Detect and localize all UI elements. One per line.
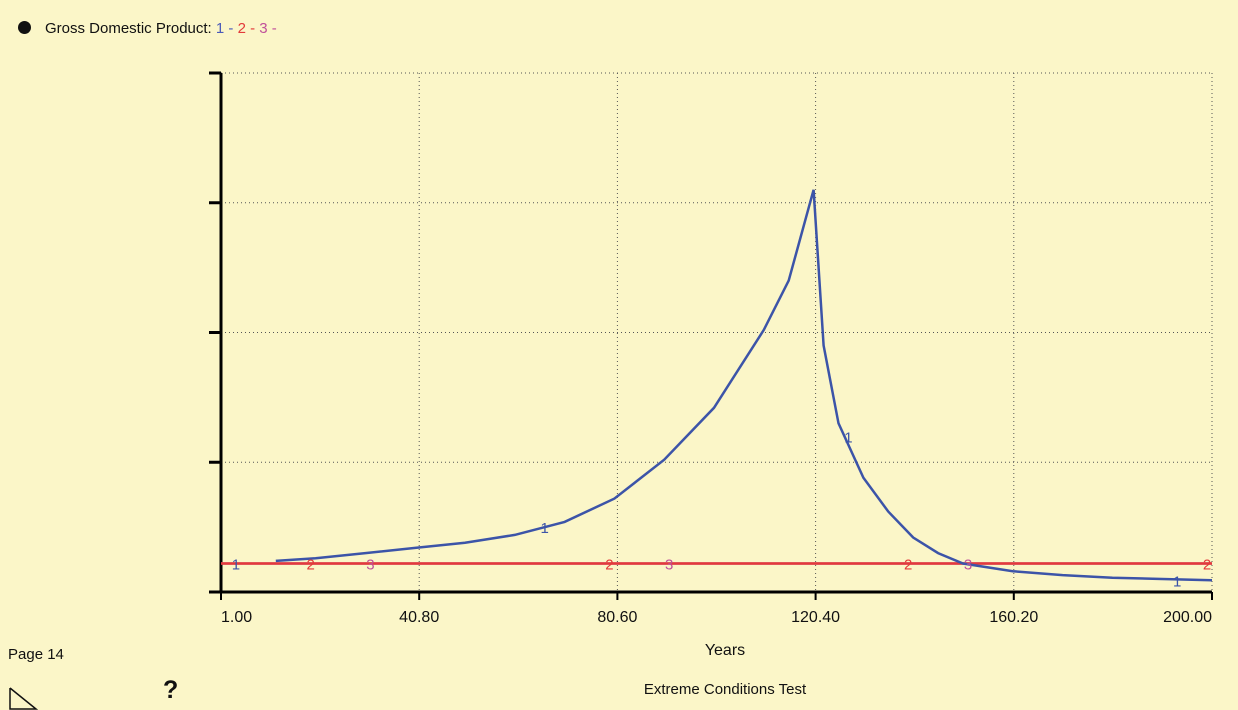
x-tick-label: 40.80 — [399, 609, 439, 626]
series-1-marker: 1 — [541, 520, 549, 537]
series-1-marker: 1 — [1173, 573, 1181, 590]
series-2-marker: 2 — [1203, 556, 1211, 573]
series-3-marker: 3 — [964, 556, 972, 573]
series-1-marker: 1 — [844, 429, 852, 446]
series-1-line — [275, 189, 1213, 582]
series-2-marker: 2 — [904, 556, 912, 573]
legend-entry-3: 3 - — [259, 20, 277, 37]
page-label: Page 14 — [8, 646, 64, 663]
legend-entry-2: 2 - — [237, 20, 256, 37]
series-2-marker: 2 — [306, 556, 314, 573]
legend-entry-1: 1 - — [215, 20, 234, 37]
series-3-marker: 3 — [366, 556, 374, 573]
page-corner-icon[interactable] — [8, 686, 38, 710]
series-2-marker: 2 — [605, 556, 613, 573]
x-tick-label: 1.00 — [221, 609, 252, 626]
x-tick-label: 80.60 — [597, 609, 637, 626]
legend-bullet-icon[interactable] — [18, 21, 31, 34]
x-tick-label: 200.00 — [1163, 609, 1212, 626]
legend: Gross Domestic Product: 1 - 2 - 3 - — [18, 20, 277, 37]
help-icon[interactable]: ? — [163, 676, 179, 704]
x-axis-label: Years — [704, 642, 746, 659]
x-tick-label: 120.40 — [791, 609, 840, 626]
series-3-marker: 3 — [665, 556, 673, 573]
legend-title: Gross Domestic Product: — [45, 20, 212, 37]
chart-title: Extreme Conditions Test — [643, 681, 807, 698]
x-tick-label: 160.20 — [989, 609, 1038, 626]
series-1-marker: 1 — [232, 556, 240, 573]
